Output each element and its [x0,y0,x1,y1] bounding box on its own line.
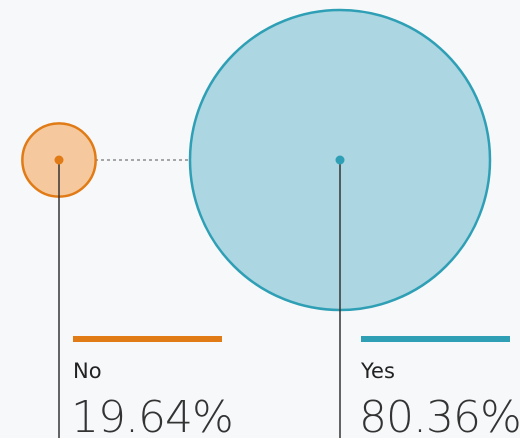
legend-bar [361,336,510,342]
value-label: 80.36% [359,392,520,438]
value-label: 19.64% [71,392,233,438]
center-dot [335,155,345,165]
category-label: No [73,359,102,383]
category-label: Yes [360,359,395,383]
center-dot [54,155,64,165]
legend-bar [73,336,222,342]
